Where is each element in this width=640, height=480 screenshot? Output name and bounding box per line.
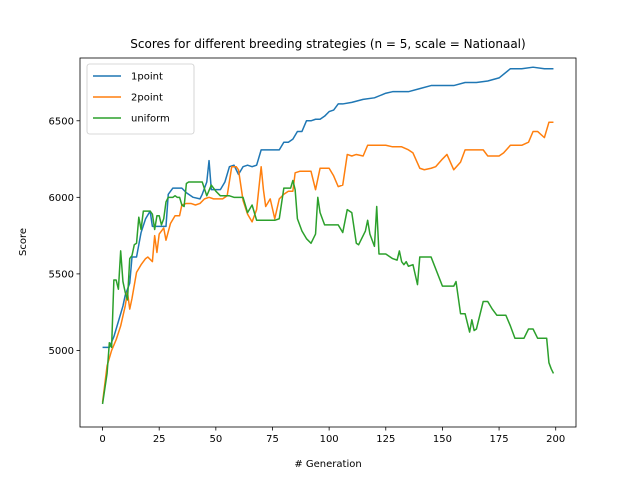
y-axis-label: Score (18, 228, 29, 256)
y-tick-label: 6500 (49, 116, 74, 127)
x-axis-label: # Generation (294, 459, 361, 470)
series-layer (101, 66, 555, 405)
y-axis: 5000 5500 6000 6500 (49, 116, 80, 357)
x-tick-label: 25 (153, 434, 166, 445)
legend: 1point 2point uniform (86, 63, 195, 135)
plot-frame (79, 57, 577, 428)
legend-box (86, 63, 195, 135)
x-tick-label: 100 (320, 434, 339, 445)
x-tick-label: 0 (99, 434, 105, 445)
x-tick-label: 50 (209, 434, 222, 445)
legend-label-2point: 2point (131, 93, 163, 104)
x-tick-label: 125 (376, 434, 395, 445)
x-tick-label: 75 (266, 434, 279, 445)
x-tick-label: 150 (433, 434, 452, 445)
legend-label-uniform: uniform (131, 114, 170, 125)
y-tick-label: 5000 (49, 346, 74, 357)
x-axis: 0 25 50 75 100 125 150 175 200 (99, 427, 565, 445)
y-tick-label: 6000 (49, 193, 74, 204)
series-line-uniform (101, 179, 555, 405)
series-line-2point (101, 121, 554, 403)
y-tick-label: 5500 (49, 269, 74, 280)
legend-label-1point: 1point (131, 72, 163, 83)
x-tick-label: 175 (490, 434, 509, 445)
chart-title: Scores for different breeding strategies… (130, 37, 525, 51)
x-tick-label: 200 (546, 434, 565, 445)
